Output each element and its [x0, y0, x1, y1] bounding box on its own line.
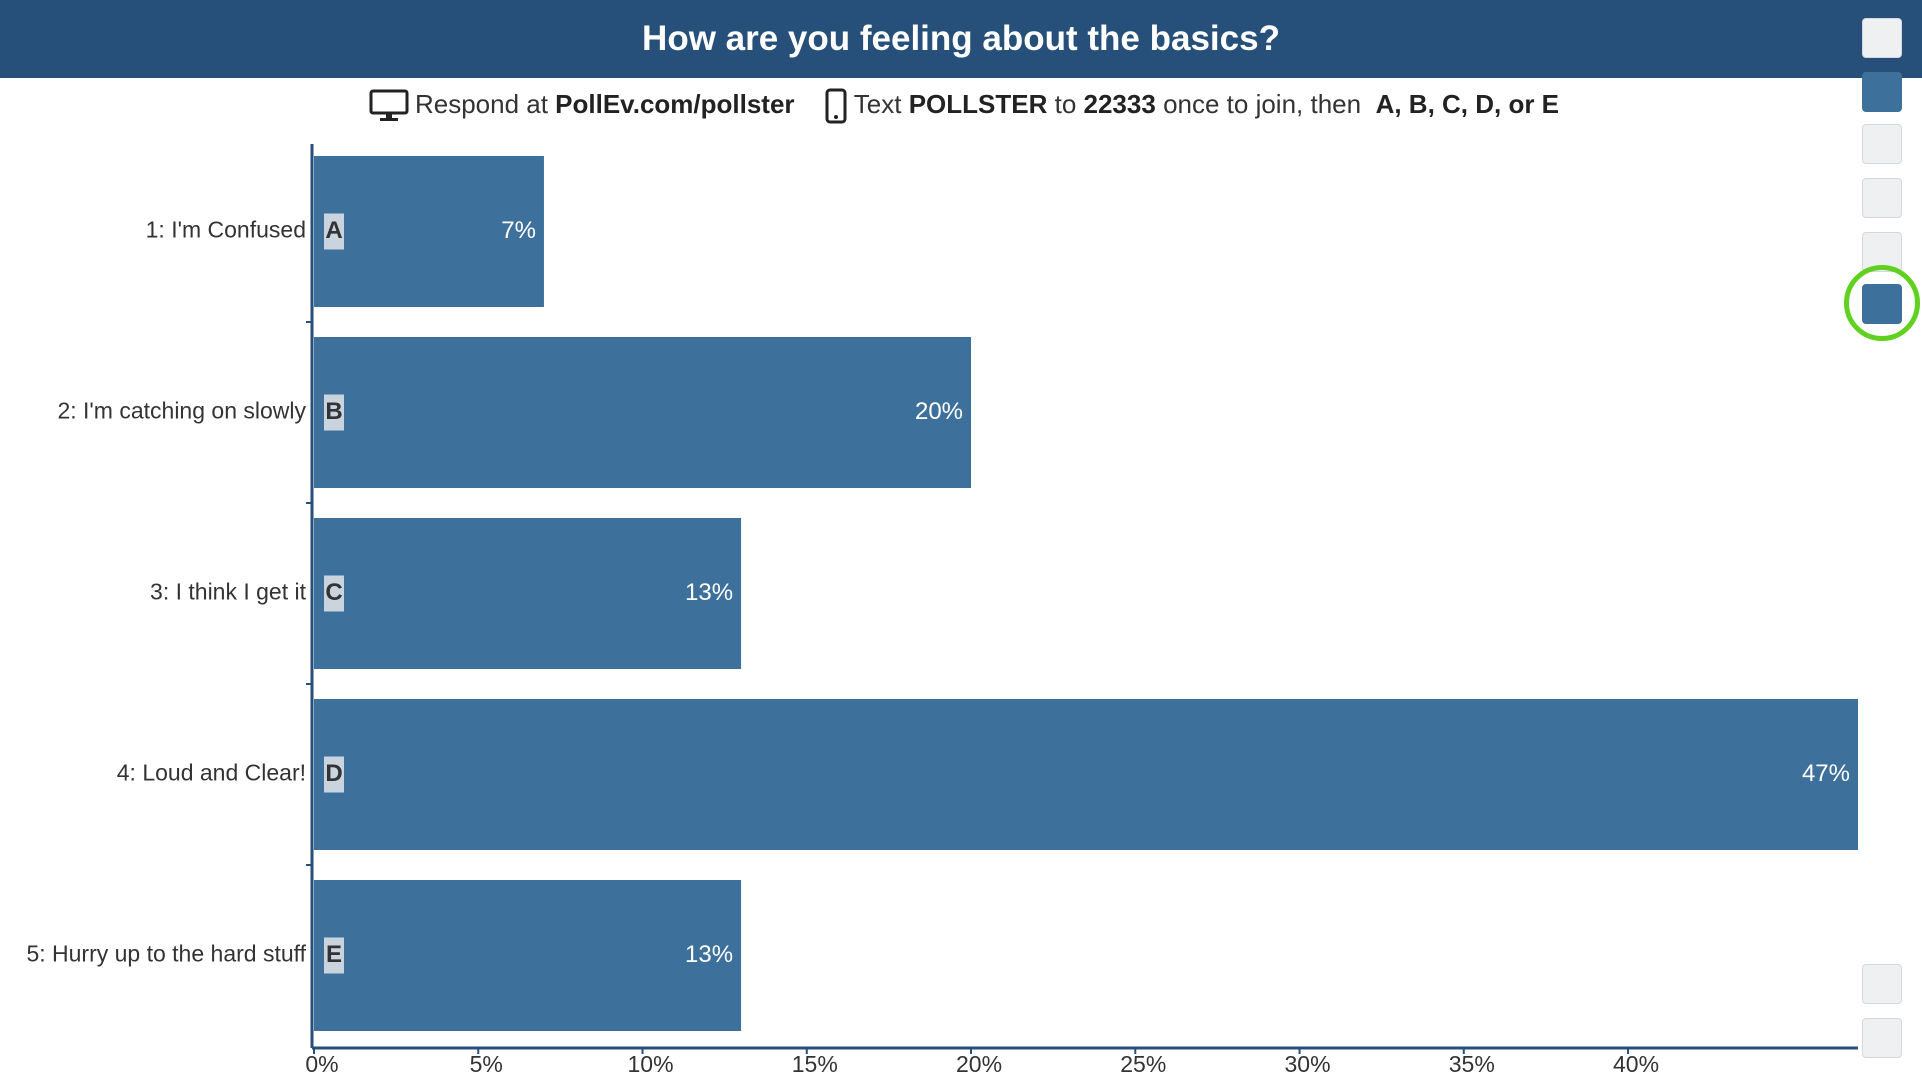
- x-tick-label: 0%: [305, 1051, 338, 1077]
- x-tick-label: 35%: [1449, 1051, 1495, 1077]
- x-tick-label: 10%: [627, 1051, 673, 1077]
- value-label: 13%: [685, 941, 733, 968]
- next-button[interactable]: [1862, 964, 1902, 1004]
- letter-box: [324, 575, 344, 612]
- x-tick-label: 40%: [1613, 1051, 1659, 1077]
- options: A, B, C, D, or E: [1375, 89, 1560, 119]
- letter: C: [325, 579, 342, 606]
- prev-button[interactable]: [1862, 1018, 1902, 1058]
- poll-title: How are you feeling about the basics?: [0, 0, 1922, 78]
- letter: D: [325, 760, 342, 787]
- bar: [314, 699, 1858, 850]
- value-label: 7%: [501, 217, 536, 244]
- value-label: 20%: [915, 398, 963, 425]
- category-label: 3: I think I get it: [150, 579, 307, 605]
- x-tick-label: 15%: [792, 1051, 838, 1077]
- bar: [314, 518, 742, 669]
- letter-box: [324, 394, 344, 431]
- value-label: 13%: [685, 579, 733, 606]
- bar: [314, 337, 972, 488]
- annotate-button[interactable]: [1862, 18, 1902, 58]
- letter-box: [324, 756, 344, 793]
- join-text: once to join, then: [1163, 89, 1362, 119]
- number: 22333: [1083, 89, 1156, 119]
- respond-text: Respond at: [414, 89, 548, 119]
- x-tick-label: 25%: [1120, 1051, 1166, 1077]
- to-word: to: [1054, 89, 1077, 119]
- desktop-icon: [369, 89, 409, 122]
- letter: B: [325, 398, 342, 425]
- text-word: Text: [853, 89, 902, 119]
- letter-box: [324, 213, 344, 250]
- x-tick-label: 20%: [956, 1051, 1002, 1077]
- category-label: 1: I'm Confused: [146, 217, 306, 243]
- keyword: POLLSTER: [908, 89, 1048, 119]
- hide-button[interactable]: [1862, 124, 1902, 164]
- phone-icon: [825, 88, 847, 124]
- instructions: Respond at PollEv.com/pollster Text POLL…: [0, 84, 1922, 124]
- category-label: 4: Loud and Clear!: [117, 760, 306, 786]
- letter: E: [326, 941, 342, 968]
- category-label: 2: I'm catching on slowly: [57, 398, 306, 424]
- category-label: 5: Hurry up to the hard stuff: [26, 941, 306, 967]
- filter-button[interactable]: [1862, 72, 1902, 112]
- value-label: 47%: [1802, 760, 1850, 787]
- x-tick-label: 30%: [1285, 1051, 1331, 1077]
- highlight-ring: [1844, 265, 1920, 341]
- x-tick-label: 5%: [470, 1051, 503, 1077]
- bar: [314, 880, 742, 1031]
- letter: A: [325, 217, 342, 244]
- letter-box: [324, 937, 344, 974]
- poll-url[interactable]: PollEv.com/pollster: [555, 89, 795, 119]
- bar: [314, 156, 544, 307]
- lock-button[interactable]: [1862, 178, 1902, 218]
